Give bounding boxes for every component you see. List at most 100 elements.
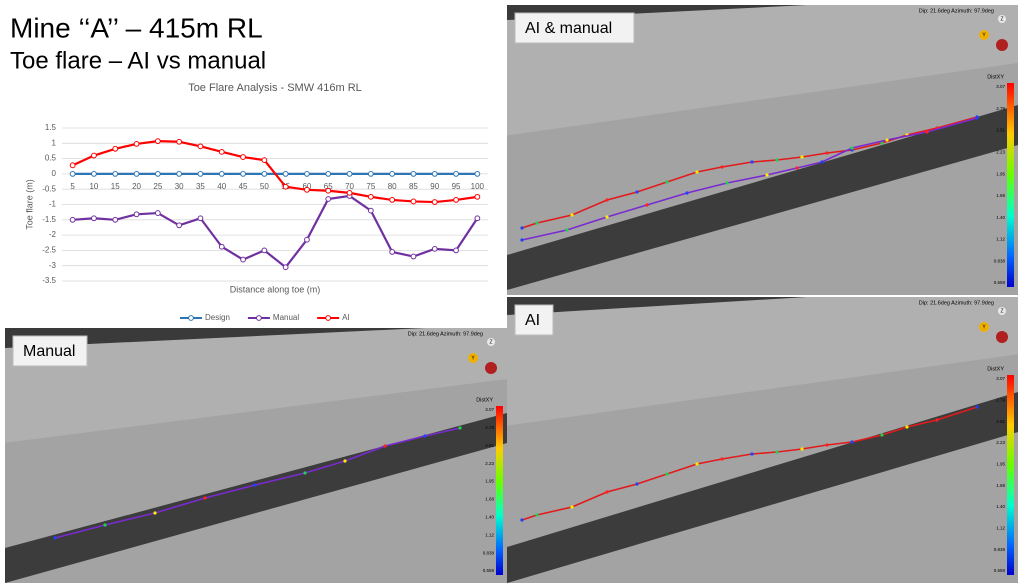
data-point — [177, 139, 182, 144]
y-axis-title: Toe flare (m) — [24, 179, 34, 230]
viewport-point — [458, 426, 461, 429]
colorbar-tick-label: 3.07 — [996, 376, 1005, 381]
data-point — [326, 197, 331, 202]
colorbar-tick-label: 1.95 — [485, 479, 494, 484]
y-tick-label: -2 — [49, 230, 57, 239]
data-point — [92, 153, 97, 158]
data-point — [177, 223, 182, 228]
colorbar-title: DistXY — [987, 366, 1004, 372]
colorbar-tick-label: 1.68 — [996, 483, 1005, 488]
data-point — [241, 257, 246, 262]
data-point — [134, 142, 139, 147]
viewport-point — [520, 518, 523, 521]
y-tick-label: 1 — [52, 138, 57, 147]
data-point — [411, 199, 416, 204]
viewport-point — [303, 471, 306, 474]
data-point — [113, 146, 118, 151]
viewport-point — [685, 191, 688, 194]
data-point — [432, 246, 437, 251]
gizmo-z-label: Z — [489, 339, 492, 345]
data-point — [368, 172, 373, 177]
data-point — [326, 188, 331, 193]
x-tick-label: 45 — [239, 182, 248, 191]
viewport-point — [850, 146, 853, 149]
data-point — [219, 244, 224, 249]
colorbar-tick-label: 1.12 — [485, 532, 494, 537]
data-point — [368, 194, 373, 199]
data-point — [155, 211, 160, 216]
data-point — [390, 172, 395, 177]
x-tick-label: 40 — [217, 182, 226, 191]
viewport-point — [725, 181, 728, 184]
data-point — [92, 172, 97, 177]
series-line — [73, 196, 478, 267]
viewport-label: Manual — [23, 343, 75, 360]
viewport-point — [820, 160, 823, 163]
data-point — [70, 172, 75, 177]
colorbar-tick-label: 1.40 — [996, 504, 1005, 509]
viewport-point — [570, 505, 573, 508]
viewport-point — [635, 482, 638, 485]
data-point — [241, 155, 246, 160]
viewport-point — [765, 173, 768, 176]
colorbar-tick-label: 2.51 — [996, 128, 1005, 133]
colorbar-tick-label: 1.12 — [996, 526, 1005, 531]
data-point — [198, 144, 203, 149]
viewport-point — [153, 511, 156, 514]
colorbar-tick-label: 0.838 — [994, 258, 1006, 263]
data-point — [347, 172, 352, 177]
colorbar-title: DistXY — [987, 74, 1004, 80]
series-line — [73, 141, 478, 202]
colorbar-tick-label: 0.559 — [994, 280, 1006, 285]
x-tick-label: 95 — [452, 182, 461, 191]
viewport-point — [53, 536, 56, 539]
colorbar-tick-label: 0.838 — [483, 550, 495, 555]
x-axis-title: Distance along toe (m) — [230, 284, 321, 294]
data-point — [475, 194, 480, 199]
colorbar-tick-label: 2.79 — [485, 425, 494, 430]
colorbar-tick-label: 0.559 — [483, 568, 495, 573]
colorbar-tick-label: 2.79 — [996, 106, 1005, 111]
colorbar — [1007, 83, 1014, 287]
x-tick-label: 100 — [471, 182, 485, 191]
colorbar-tick-label: 0.838 — [994, 547, 1006, 552]
viewport-point — [935, 418, 938, 421]
viewport-point — [800, 447, 803, 450]
viewport-orientation: Dip: 21.6deg Azimuth: 97.9deg — [919, 8, 994, 14]
viewport-point — [605, 198, 608, 201]
viewport-point — [645, 203, 648, 206]
gizmo-z-label: Z — [1000, 308, 1003, 314]
legend-marker — [189, 316, 194, 321]
data-point — [262, 172, 267, 177]
viewport-point — [975, 116, 978, 119]
x-tick-label: 85 — [409, 182, 418, 191]
data-point — [432, 172, 437, 177]
data-point — [198, 216, 203, 221]
data-point — [241, 172, 246, 177]
viewport-point — [795, 166, 798, 169]
y-tick-label: -3.5 — [42, 276, 56, 285]
x-tick-label: 5 — [70, 182, 75, 191]
viewport-point — [635, 190, 638, 193]
viewport-point — [975, 405, 978, 408]
gizmo-center — [485, 362, 497, 374]
viewport-point — [665, 472, 668, 475]
data-point — [411, 172, 416, 177]
x-tick-label: 50 — [260, 182, 269, 191]
data-point — [113, 172, 118, 177]
colorbar-tick-label: 3.07 — [485, 407, 494, 412]
viewport-point — [750, 160, 753, 163]
viewport-point — [720, 457, 723, 460]
legend-label: Design — [205, 313, 230, 322]
viewport-point — [343, 459, 346, 462]
viewport-point — [253, 483, 256, 486]
colorbar-tick-label: 2.79 — [996, 398, 1005, 403]
colorbar-tick-label: 1.40 — [485, 515, 494, 520]
viewport-point — [665, 180, 668, 183]
viewport: AI & manualDip: 21.6deg Azimuth: 97.9deg… — [507, 5, 1018, 295]
legend-marker — [257, 316, 262, 321]
data-point — [454, 172, 459, 177]
colorbar-tick-label: 1.12 — [996, 237, 1005, 242]
x-tick-label: 75 — [366, 182, 375, 191]
